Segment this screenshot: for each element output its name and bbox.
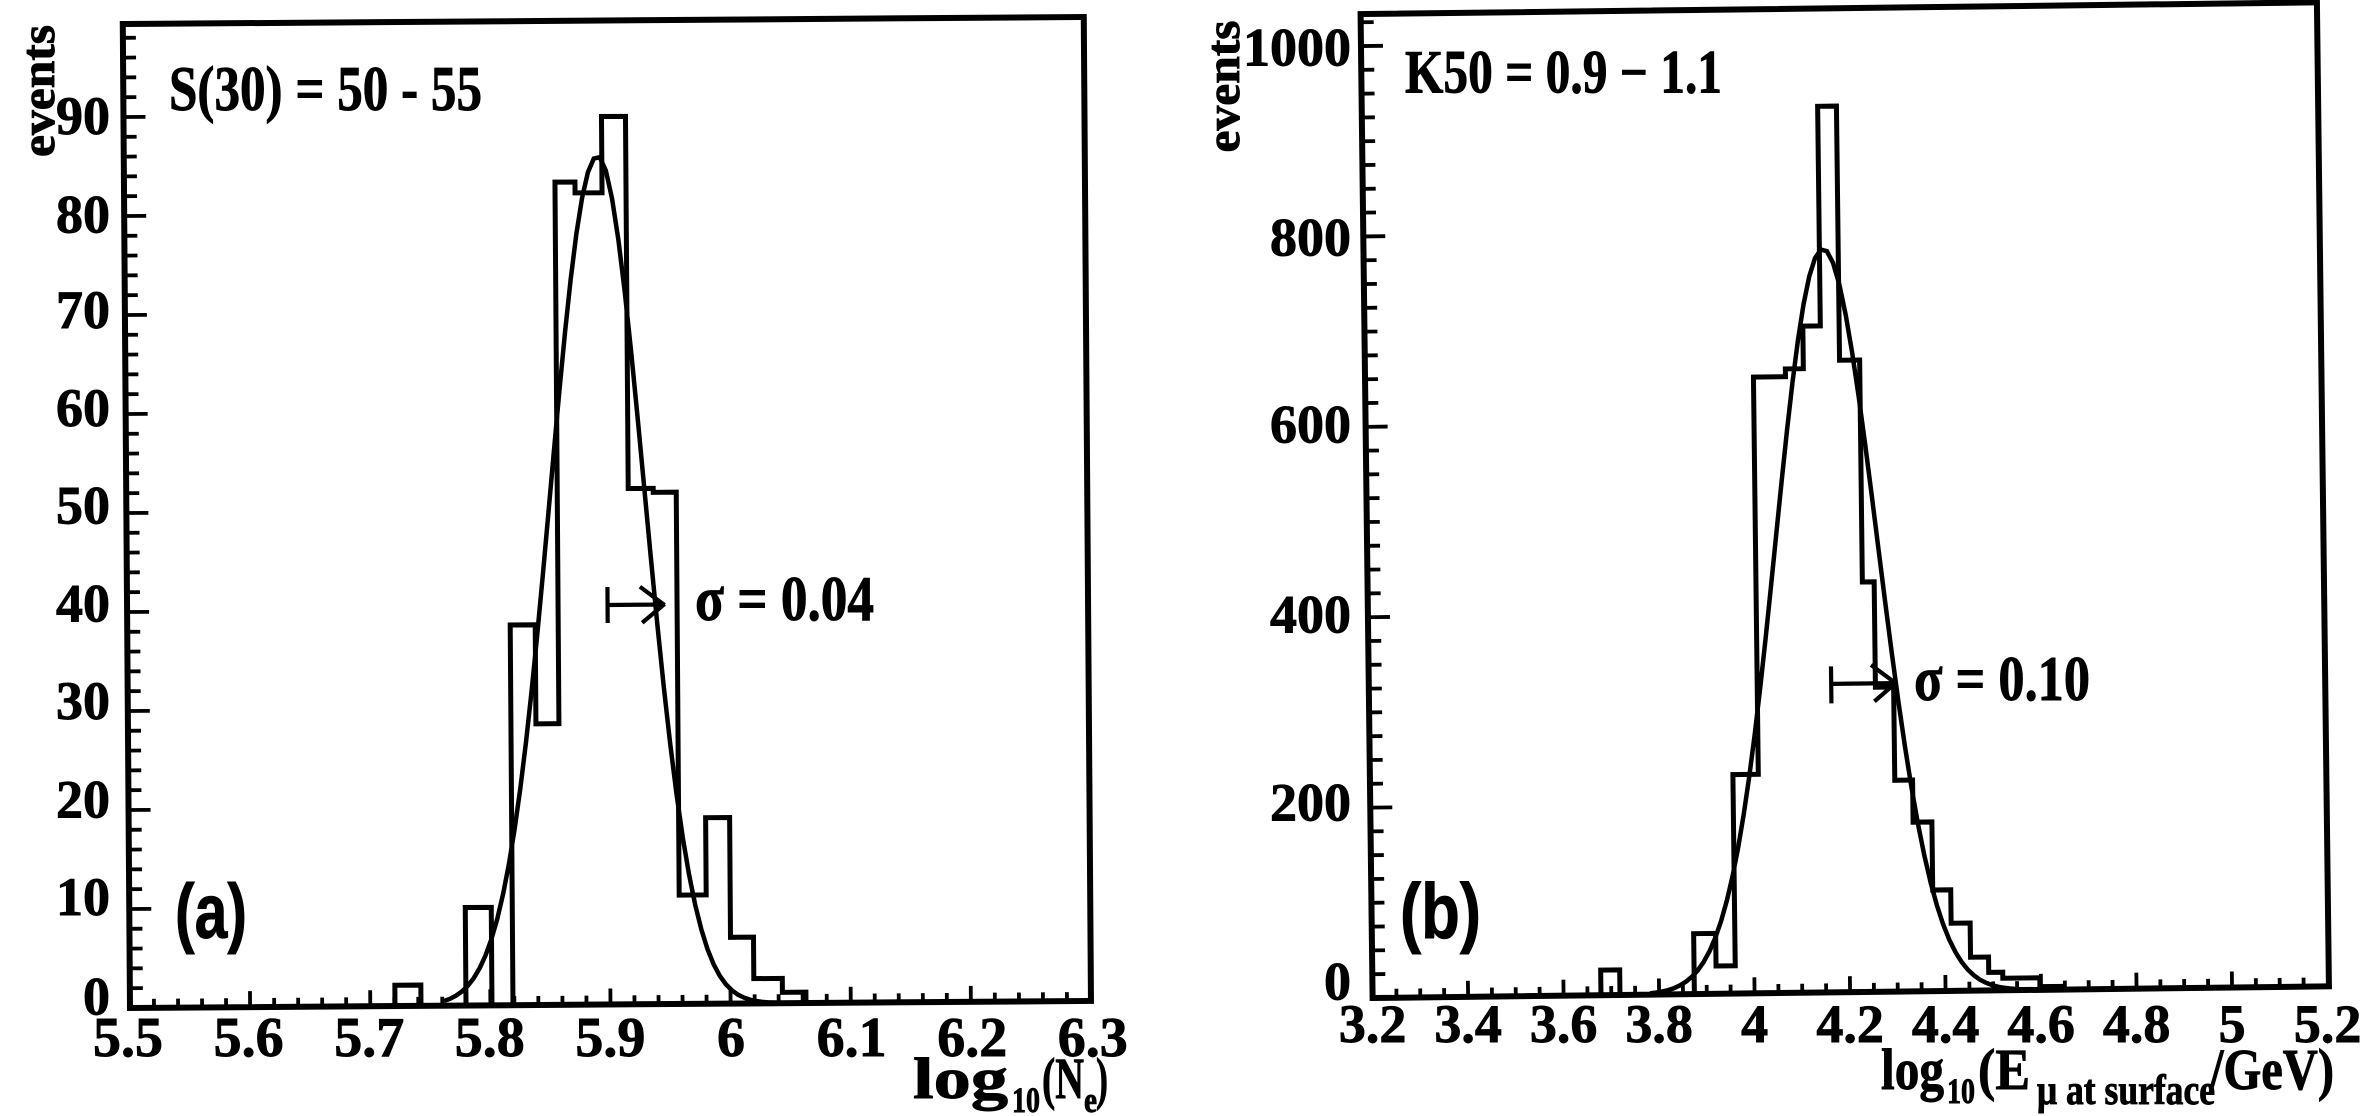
svg-text:4: 4: [1741, 994, 1768, 1054]
svg-text:800: 800: [1270, 208, 1351, 268]
svg-text:90: 90: [56, 86, 110, 146]
svg-text:): ): [1096, 1046, 1108, 1111]
svg-text:(N: (N: [1042, 1046, 1084, 1111]
svg-text:5.9: 5.9: [575, 1007, 645, 1069]
svg-text:log: log: [913, 1046, 1008, 1111]
svg-text:5: 5: [2219, 994, 2246, 1054]
svg-text:5.8: 5.8: [455, 1007, 525, 1069]
svg-text:4.6: 4.6: [2007, 994, 2075, 1054]
svg-text:70: 70: [56, 280, 110, 340]
svg-text:/GeV): /GeV): [2209, 1037, 2334, 1102]
svg-text:6: 6: [717, 1007, 745, 1069]
svg-text:0: 0: [83, 967, 110, 1027]
svg-text:4.2: 4.2: [1816, 994, 1884, 1054]
svg-text:10: 10: [56, 867, 110, 927]
svg-text:log: log: [1881, 1037, 1944, 1102]
svg-text:σ = 0.04: σ = 0.04: [695, 564, 874, 634]
svg-text:6.3: 6.3: [1058, 1007, 1128, 1069]
svg-text:e: e: [1084, 1080, 1097, 1116]
svg-text:3.8: 3.8: [1625, 994, 1693, 1054]
svg-text:400: 400: [1270, 585, 1351, 645]
svg-text:50: 50: [56, 476, 110, 536]
svg-text:σ = 0.10: σ = 0.10: [1914, 643, 2090, 714]
svg-text:10: 10: [1947, 1071, 1975, 1111]
svg-text:K50 = 0.9 − 1.1: K50 = 0.9 − 1.1: [1405, 40, 1722, 107]
svg-text:20: 20: [56, 770, 110, 830]
svg-text:5.7: 5.7: [334, 1007, 404, 1069]
svg-text:4.8: 4.8: [2103, 994, 2171, 1054]
svg-text:(a): (a): [175, 869, 247, 955]
svg-text:(E: (E: [1978, 1037, 2030, 1102]
svg-text:3.6: 3.6: [1530, 994, 1598, 1054]
svg-text:4.4: 4.4: [1912, 994, 1980, 1054]
svg-text:S(30) = 50 - 55: S(30) = 50 - 55: [169, 54, 482, 124]
svg-text:5.5: 5.5: [93, 1007, 163, 1069]
svg-text:1000: 1000: [1243, 18, 1351, 78]
svg-text:3.2: 3.2: [1339, 994, 1407, 1054]
svg-text:0: 0: [1324, 952, 1351, 1012]
svg-text:5.6: 5.6: [214, 1007, 284, 1069]
svg-text:3.4: 3.4: [1434, 994, 1502, 1054]
svg-text:600: 600: [1270, 395, 1351, 455]
svg-text:events: events: [12, 25, 65, 157]
svg-text:10: 10: [1012, 1080, 1040, 1116]
svg-text:6.2: 6.2: [937, 1007, 1007, 1069]
svg-text:(b): (b): [1400, 867, 1481, 955]
svg-text:μ at surface: μ at surface: [2037, 1068, 2215, 1114]
svg-text:60: 60: [56, 378, 110, 438]
svg-text:200: 200: [1270, 773, 1351, 833]
svg-text:30: 30: [56, 671, 110, 731]
svg-text:6.1: 6.1: [817, 1007, 887, 1069]
svg-text:5.2: 5.2: [2294, 994, 2362, 1054]
svg-text:events: events: [1197, 21, 1250, 153]
svg-text:40: 40: [56, 574, 110, 634]
svg-text:80: 80: [56, 184, 110, 244]
